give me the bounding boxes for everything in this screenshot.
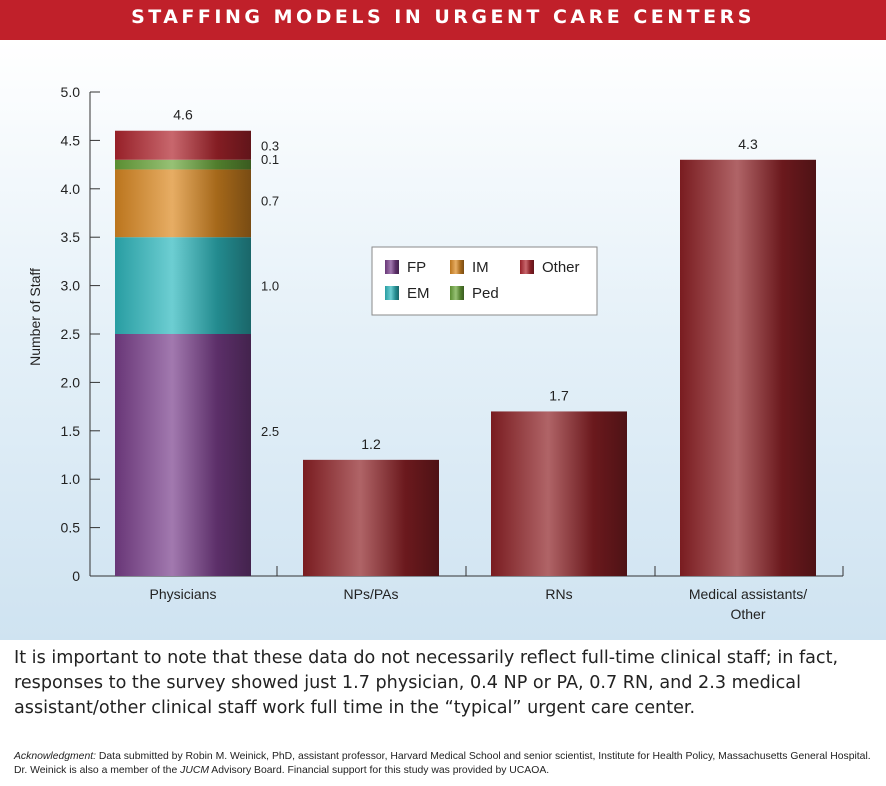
bar (680, 159, 816, 576)
y-tick-label: 5.0 (61, 84, 81, 100)
legend-label-em: EM (407, 285, 430, 302)
legend-swatch-im (450, 260, 464, 274)
y-tick-label: 4.0 (61, 181, 81, 197)
bar-chart: 0 0.5 1.0 1.5 2.0 2.5 3.0 3.5 4.0 4.5 5.0 Number of… (27, 84, 844, 622)
acknowledgment-text: Acknowledgment: Data submitted by Robin … (14, 750, 876, 778)
acknowledgment-body-1: Data submitted by Robin M. Weinick, PhD,… (14, 751, 871, 776)
bar-segment-fp (115, 334, 251, 576)
footnote-text: It is important to note that these data … (14, 648, 839, 718)
y-tick-label: 2.0 (61, 374, 81, 390)
bar-value-label: 4.6 (173, 107, 193, 123)
y-tick-label: 3.0 (61, 278, 81, 294)
legend-label-fp: FP (407, 259, 426, 276)
chart-panel: 0 0.5 1.0 1.5 2.0 2.5 3.0 3.5 4.0 4.5 5.0 Number of… (0, 40, 886, 640)
bar-value-label: 1.2 (361, 436, 381, 452)
legend-label-ped: Ped (472, 285, 499, 302)
legend-swatch-em (385, 286, 399, 300)
y-tick-label: 3.5 (61, 229, 81, 245)
legend-swatch-ped (450, 286, 464, 300)
y-tick-label: 1.5 (61, 423, 81, 439)
legend-swatch-other (520, 260, 534, 274)
acknowledgment-body-2: Advisory Board. Financial support for th… (208, 765, 550, 776)
legend-swatch-fp (385, 260, 399, 274)
y-tick-label: 0 (72, 568, 80, 584)
chart-title-banner: STAFFING MODELS IN URGENT CARE CENTERS (0, 0, 886, 40)
bar-segment-other (115, 130, 251, 160)
legend-label-im: IM (472, 259, 489, 276)
legend-box (371, 246, 598, 316)
bar-segment-im (115, 169, 251, 238)
y-tick-label: 1.0 (61, 471, 81, 487)
legend-label-other: Other (542, 259, 580, 276)
x-category-label: Medical assistants/ (689, 586, 807, 602)
acknowledgment-lead: Acknowledgment: (14, 751, 97, 762)
y-tick-label: 0.5 (61, 520, 81, 536)
segment-value-label: 0.1 (261, 152, 279, 167)
bar (491, 411, 627, 576)
segment-value-label: 0.7 (261, 193, 279, 208)
segment-value-label: 1.0 (261, 279, 279, 294)
x-category-label: NPs/PAs (344, 586, 399, 602)
segment-value-label: 0.3 (261, 139, 279, 154)
bar (303, 459, 439, 576)
bar-segment-em (115, 237, 251, 334)
x-category-label: Other (730, 606, 765, 622)
bar-value-label: 4.3 (738, 136, 758, 152)
segment-value-label: 2.5 (261, 424, 279, 439)
y-tick-label: 2.5 (61, 326, 81, 342)
acknowledgment-jucm: JUCM (180, 765, 209, 776)
y-axis-label: Number of Staff (27, 268, 43, 366)
x-category-label: Physicians (150, 586, 217, 602)
x-category-label: RNs (545, 586, 572, 602)
bar-value-label: 1.7 (549, 387, 569, 403)
bar-segment-ped (115, 159, 251, 170)
y-tick-label: 4.5 (61, 132, 81, 148)
